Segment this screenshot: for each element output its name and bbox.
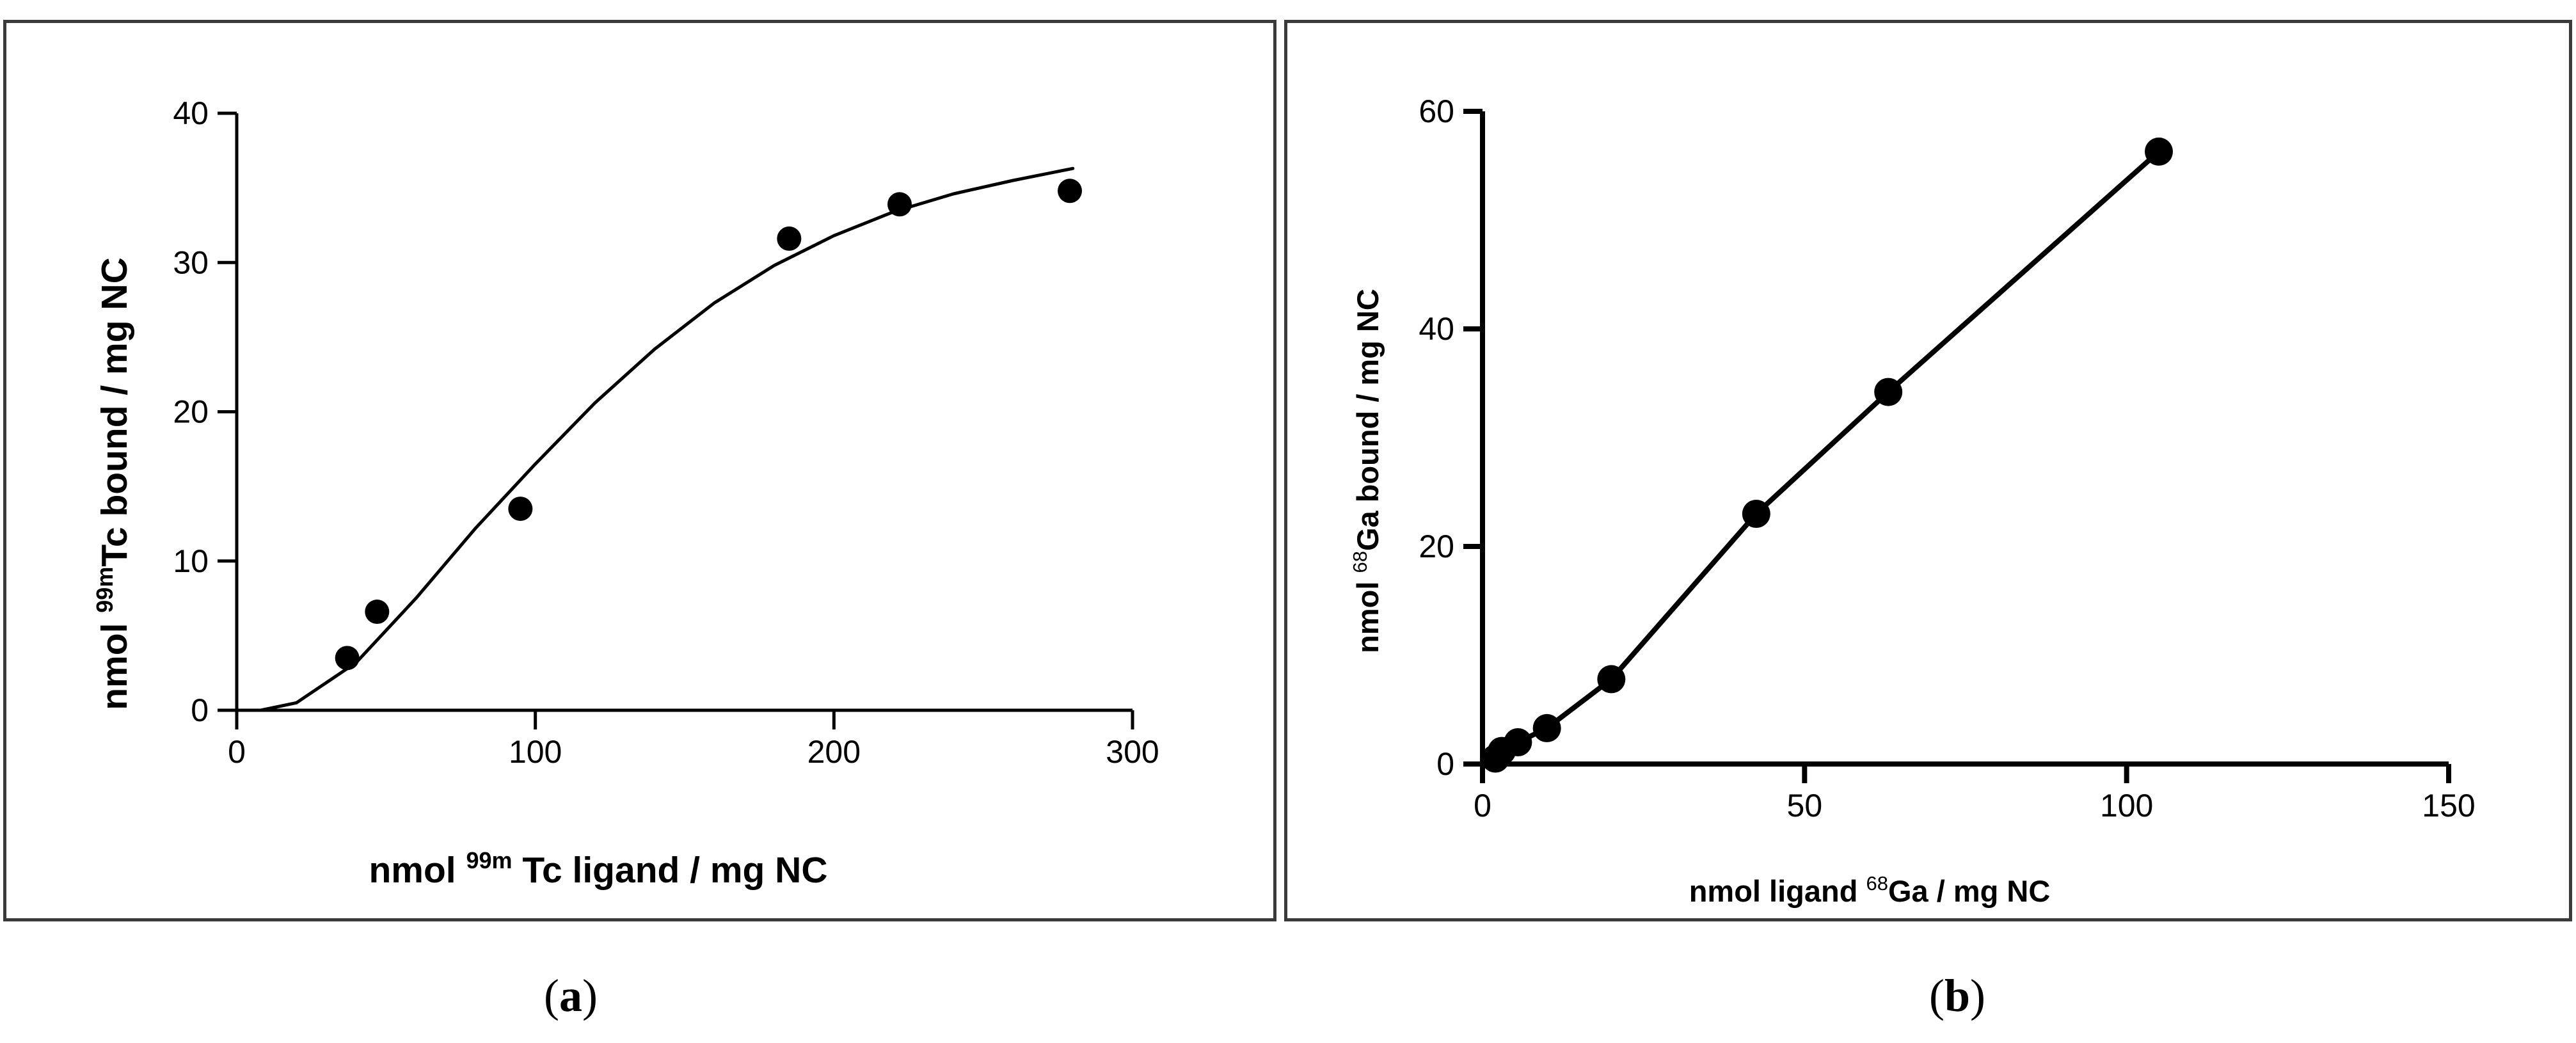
x-tick-label: 0 [1474, 788, 1491, 824]
data-point [1058, 179, 1082, 203]
data-point [1742, 500, 1770, 528]
y-tick-label: 20 [173, 394, 209, 430]
data-point [2145, 137, 2173, 166]
y-tick-label: 40 [1419, 311, 1454, 347]
data-point [777, 226, 802, 251]
y-tick-label: 60 [1419, 93, 1454, 129]
chart-b: nmol 68Ga bound / mg NC nmol ligand 68Ga… [1349, 93, 2476, 908]
y-tick-label: 30 [173, 244, 209, 280]
data-point [1504, 728, 1532, 756]
x-tick-label: 100 [2100, 788, 2153, 824]
y-tick-label: 40 [173, 95, 209, 131]
panel-b: nmol 68Ga bound / mg NC nmol ligand 68Ga… [1284, 20, 2572, 921]
data-point [1597, 665, 1626, 694]
x-axis-title: nmol ligand 68Ga / mg NC [1689, 872, 2051, 908]
fit-curve [258, 166, 1075, 712]
svg-text:nmol 99mTc bound / mg NC: nmol 99mTc bound / mg NC [91, 257, 135, 710]
data-point [1874, 378, 1903, 406]
data-point [1532, 713, 1561, 742]
y-axis-title: nmol 68Ga bound / mg NC [1349, 289, 1385, 653]
y-tick-label: 0 [1436, 746, 1454, 782]
svg-text:nmol 68Ga bound / mg NC: nmol 68Ga bound / mg NC [1349, 289, 1385, 653]
panel-label-a: (a) [544, 970, 598, 1021]
data-point [335, 646, 360, 671]
panel-a: nmol 99mTc bound / mg NC nmol 99m Tc lig… [3, 20, 1276, 921]
fit-curve [1486, 148, 2161, 767]
data-point [365, 600, 390, 625]
y-tick-label: 0 [191, 692, 209, 728]
y-tick-label: 10 [173, 543, 209, 579]
x-tick-label: 200 [807, 734, 861, 770]
x-tick-label: 100 [509, 734, 562, 770]
chart-a: nmol 99mTc bound / mg NC nmol 99m Tc lig… [91, 95, 1159, 891]
data-point [887, 192, 912, 217]
x-axis-title: nmol 99m Tc ligand / mg NC [369, 847, 827, 891]
panel-label-b: (b) [1929, 970, 1986, 1021]
x-tick-label: 150 [2422, 788, 2475, 824]
x-tick-label: 0 [228, 734, 246, 770]
y-axis-title: nmol 99mTc bound / mg NC [91, 257, 135, 710]
y-tick-label: 20 [1419, 529, 1454, 564]
data-point [508, 497, 533, 522]
x-tick-label: 300 [1106, 734, 1159, 770]
x-tick-label: 50 [1787, 788, 1823, 824]
